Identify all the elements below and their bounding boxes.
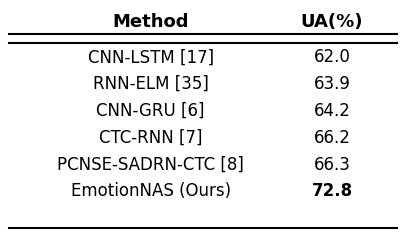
Text: PCNSE-SADRN-CTC [8]: PCNSE-SADRN-CTC [8] [57, 156, 243, 174]
Text: 63.9: 63.9 [313, 75, 350, 93]
Text: CNN-GRU [6]: CNN-GRU [6] [96, 102, 205, 120]
Text: CNN-LSTM [17]: CNN-LSTM [17] [87, 48, 213, 66]
Text: EmotionNAS (Ours): EmotionNAS (Ours) [70, 182, 230, 200]
Text: RNN-ELM [35]: RNN-ELM [35] [92, 75, 208, 93]
Text: 66.2: 66.2 [313, 129, 350, 147]
Text: 64.2: 64.2 [313, 102, 350, 120]
Text: 66.3: 66.3 [313, 156, 350, 174]
Text: 72.8: 72.8 [311, 182, 352, 200]
Text: UA(%): UA(%) [300, 13, 362, 31]
Text: Method: Method [112, 13, 188, 31]
Text: 62.0: 62.0 [313, 48, 350, 66]
Text: CTC-RNN [7]: CTC-RNN [7] [98, 129, 202, 147]
